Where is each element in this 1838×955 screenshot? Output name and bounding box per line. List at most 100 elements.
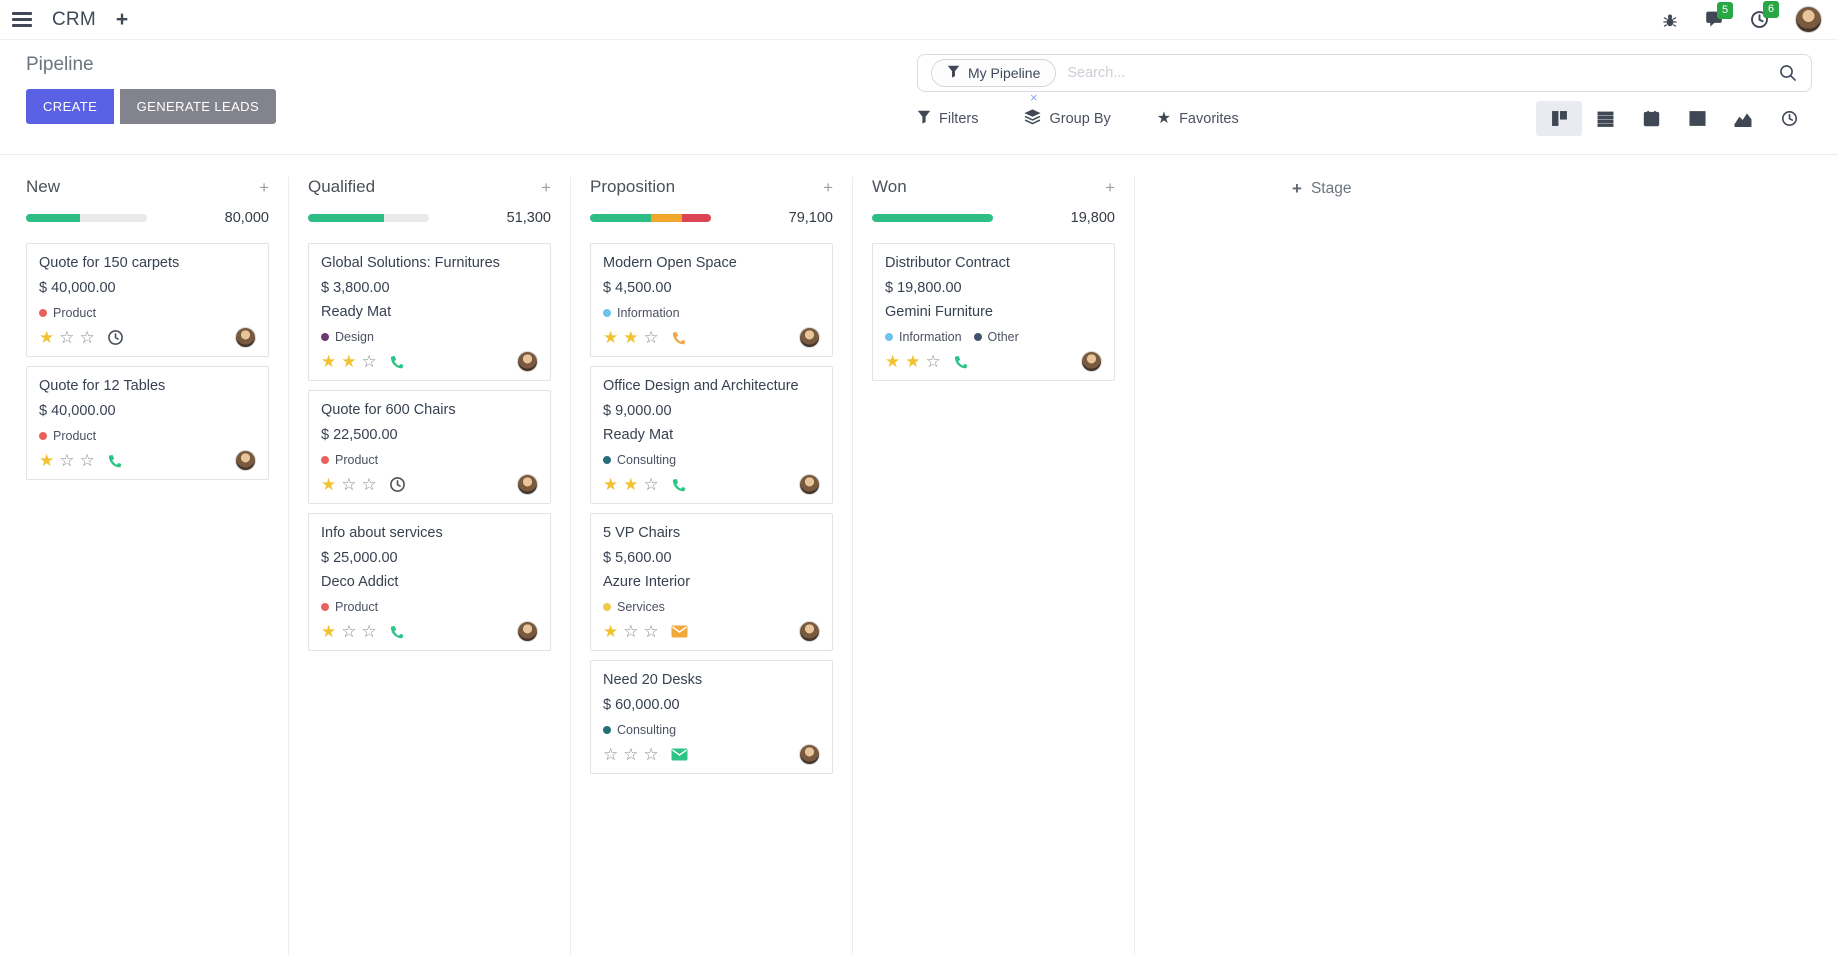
priority-star-icon[interactable]: ☆	[79, 328, 95, 347]
activity-icon[interactable]	[107, 453, 123, 469]
avatar[interactable]	[235, 327, 256, 348]
priority-star-icon[interactable]: ☆	[643, 328, 659, 347]
kanban-card[interactable]: Need 20 Desks $ 60,000.00 Consulting ☆ ☆ ☆	[590, 660, 833, 774]
avatar[interactable]	[799, 744, 820, 765]
priority-star-icon[interactable]: ★	[321, 475, 337, 494]
activities-icon[interactable]: 6	[1750, 1, 1780, 29]
favorites-button[interactable]: ★ Favorites	[1157, 110, 1239, 127]
activity-icon[interactable]	[389, 624, 405, 640]
priority-star-icon[interactable]: ★	[341, 352, 357, 371]
messages-icon[interactable]: 5	[1704, 1, 1734, 29]
plus-icon[interactable]: +	[115, 8, 129, 31]
activity-icon[interactable]	[389, 476, 406, 493]
priority-star-icon[interactable]: ★	[603, 622, 619, 641]
priority-star-icon[interactable]: ☆	[341, 475, 357, 494]
priority-star-icon[interactable]: ★	[39, 451, 55, 470]
priority-star-icon[interactable]: ☆	[361, 352, 377, 371]
quick-add-icon[interactable]: +	[541, 177, 551, 197]
avatar[interactable]	[517, 351, 538, 372]
column-progress-bar[interactable]	[26, 214, 147, 222]
priority-star-icon[interactable]: ☆	[59, 451, 75, 470]
kanban-card[interactable]: Global Solutions: Furnitures $ 3,800.00 …	[308, 243, 551, 381]
priority-star-icon[interactable]: ☆	[623, 622, 639, 641]
priority-star-icon[interactable]: ☆	[643, 622, 659, 641]
avatar[interactable]	[517, 474, 538, 495]
priority-star-icon[interactable]: ☆	[361, 475, 377, 494]
quick-add-icon[interactable]: +	[823, 177, 833, 197]
group-by-button[interactable]: Group By	[1024, 108, 1111, 129]
search-facet-my-pipeline[interactable]: My Pipeline	[931, 59, 1057, 87]
column-progress-bar[interactable]	[590, 214, 711, 222]
envelope-icon	[671, 625, 688, 638]
activity-icon[interactable]	[389, 354, 405, 370]
search-input[interactable]	[1067, 65, 1778, 81]
view-list-button[interactable]	[1582, 101, 1628, 136]
avatar[interactable]	[235, 450, 256, 471]
column-progress-bar[interactable]	[872, 214, 993, 222]
remove-facet-icon[interactable]: ×	[1030, 90, 1038, 105]
activity-icon[interactable]	[671, 477, 687, 493]
priority-star-icon[interactable]: ★	[905, 352, 921, 371]
view-graph-button[interactable]	[1720, 101, 1766, 136]
column-title[interactable]: Won	[872, 177, 907, 196]
column-title[interactable]: New	[26, 177, 61, 196]
app-name[interactable]: CRM	[52, 8, 96, 30]
activity-icon[interactable]	[671, 748, 688, 761]
priority-star-icon[interactable]: ★	[321, 622, 337, 641]
priority-star-icon[interactable]: ★	[623, 328, 639, 347]
priority-star-icon[interactable]: ☆	[79, 451, 95, 470]
column-title[interactable]: Proposition	[590, 177, 676, 196]
priority-star-icon[interactable]: ☆	[643, 475, 659, 494]
priority-star-icon[interactable]: ☆	[603, 745, 619, 764]
avatar[interactable]	[799, 327, 820, 348]
kanban-card[interactable]: Quote for 150 carpets $ 40,000.00 Produc…	[26, 243, 269, 357]
user-avatar[interactable]	[1795, 6, 1822, 33]
column-progress-bar[interactable]	[308, 214, 429, 222]
filters-button[interactable]: Filters	[917, 110, 978, 128]
view-pivot-button[interactable]	[1674, 101, 1720, 136]
column-title[interactable]: Qualified	[308, 177, 376, 196]
priority-star-icon[interactable]: ★	[603, 475, 619, 494]
priority-star-icon[interactable]: ☆	[361, 622, 377, 641]
priority-star-icon[interactable]: ★	[39, 328, 55, 347]
priority-star-icon[interactable]: ★	[623, 475, 639, 494]
card-title: Distributor Contract	[885, 255, 1010, 271]
priority-star-icon[interactable]: ☆	[925, 352, 941, 371]
search-bar[interactable]: My Pipeline ×	[917, 54, 1812, 105]
priority-star-icon[interactable]: ☆	[341, 622, 357, 641]
search-icon[interactable]	[1778, 63, 1798, 83]
activity-icon[interactable]	[671, 330, 687, 346]
create-button[interactable]: CREATE	[26, 89, 115, 124]
kanban-card[interactable]: Info about services $ 25,000.00 Deco Add…	[308, 513, 551, 651]
activity-icon[interactable]	[671, 625, 688, 638]
quick-add-icon[interactable]: +	[259, 177, 269, 197]
view-calendar-button[interactable]	[1628, 101, 1674, 136]
card-tags: Product	[39, 304, 256, 322]
priority-star-icon[interactable]: ★	[321, 352, 337, 371]
kanban-card[interactable]: Quote for 600 Chairs $ 22,500.00 Product…	[308, 390, 551, 504]
activity-icon[interactable]	[953, 354, 969, 370]
avatar[interactable]	[517, 621, 538, 642]
priority-star-icon[interactable]: ☆	[623, 745, 639, 764]
add-stage-button[interactable]: + Stage	[1292, 179, 1351, 199]
priority-star-icon[interactable]: ☆	[643, 745, 659, 764]
kanban-card[interactable]: Modern Open Space $ 4,500.00 Information…	[590, 243, 833, 357]
avatar[interactable]	[799, 621, 820, 642]
generate-leads-button[interactable]: GENERATE LEADS	[119, 89, 277, 124]
avatar[interactable]	[1081, 351, 1102, 372]
priority-star-icon[interactable]: ☆	[59, 328, 75, 347]
priority-star-icon[interactable]: ★	[603, 328, 619, 347]
view-kanban-button[interactable]	[1536, 101, 1582, 136]
quick-add-icon[interactable]: +	[1105, 177, 1115, 197]
avatar[interactable]	[799, 474, 820, 495]
apps-menu-icon[interactable]	[12, 12, 32, 27]
bug-icon[interactable]	[1662, 12, 1678, 28]
card-tag: Other	[973, 330, 1019, 344]
kanban-card[interactable]: Distributor Contract $ 19,800.00 Gemini …	[872, 243, 1115, 381]
view-activity-button[interactable]	[1766, 101, 1812, 136]
kanban-card[interactable]: 5 VP Chairs $ 5,600.00 Azure Interior Se…	[590, 513, 833, 651]
kanban-card[interactable]: Quote for 12 Tables $ 40,000.00 Product …	[26, 366, 269, 480]
kanban-card[interactable]: Office Design and Architecture $ 9,000.0…	[590, 366, 833, 504]
activity-icon[interactable]	[107, 329, 124, 346]
priority-star-icon[interactable]: ★	[885, 352, 901, 371]
